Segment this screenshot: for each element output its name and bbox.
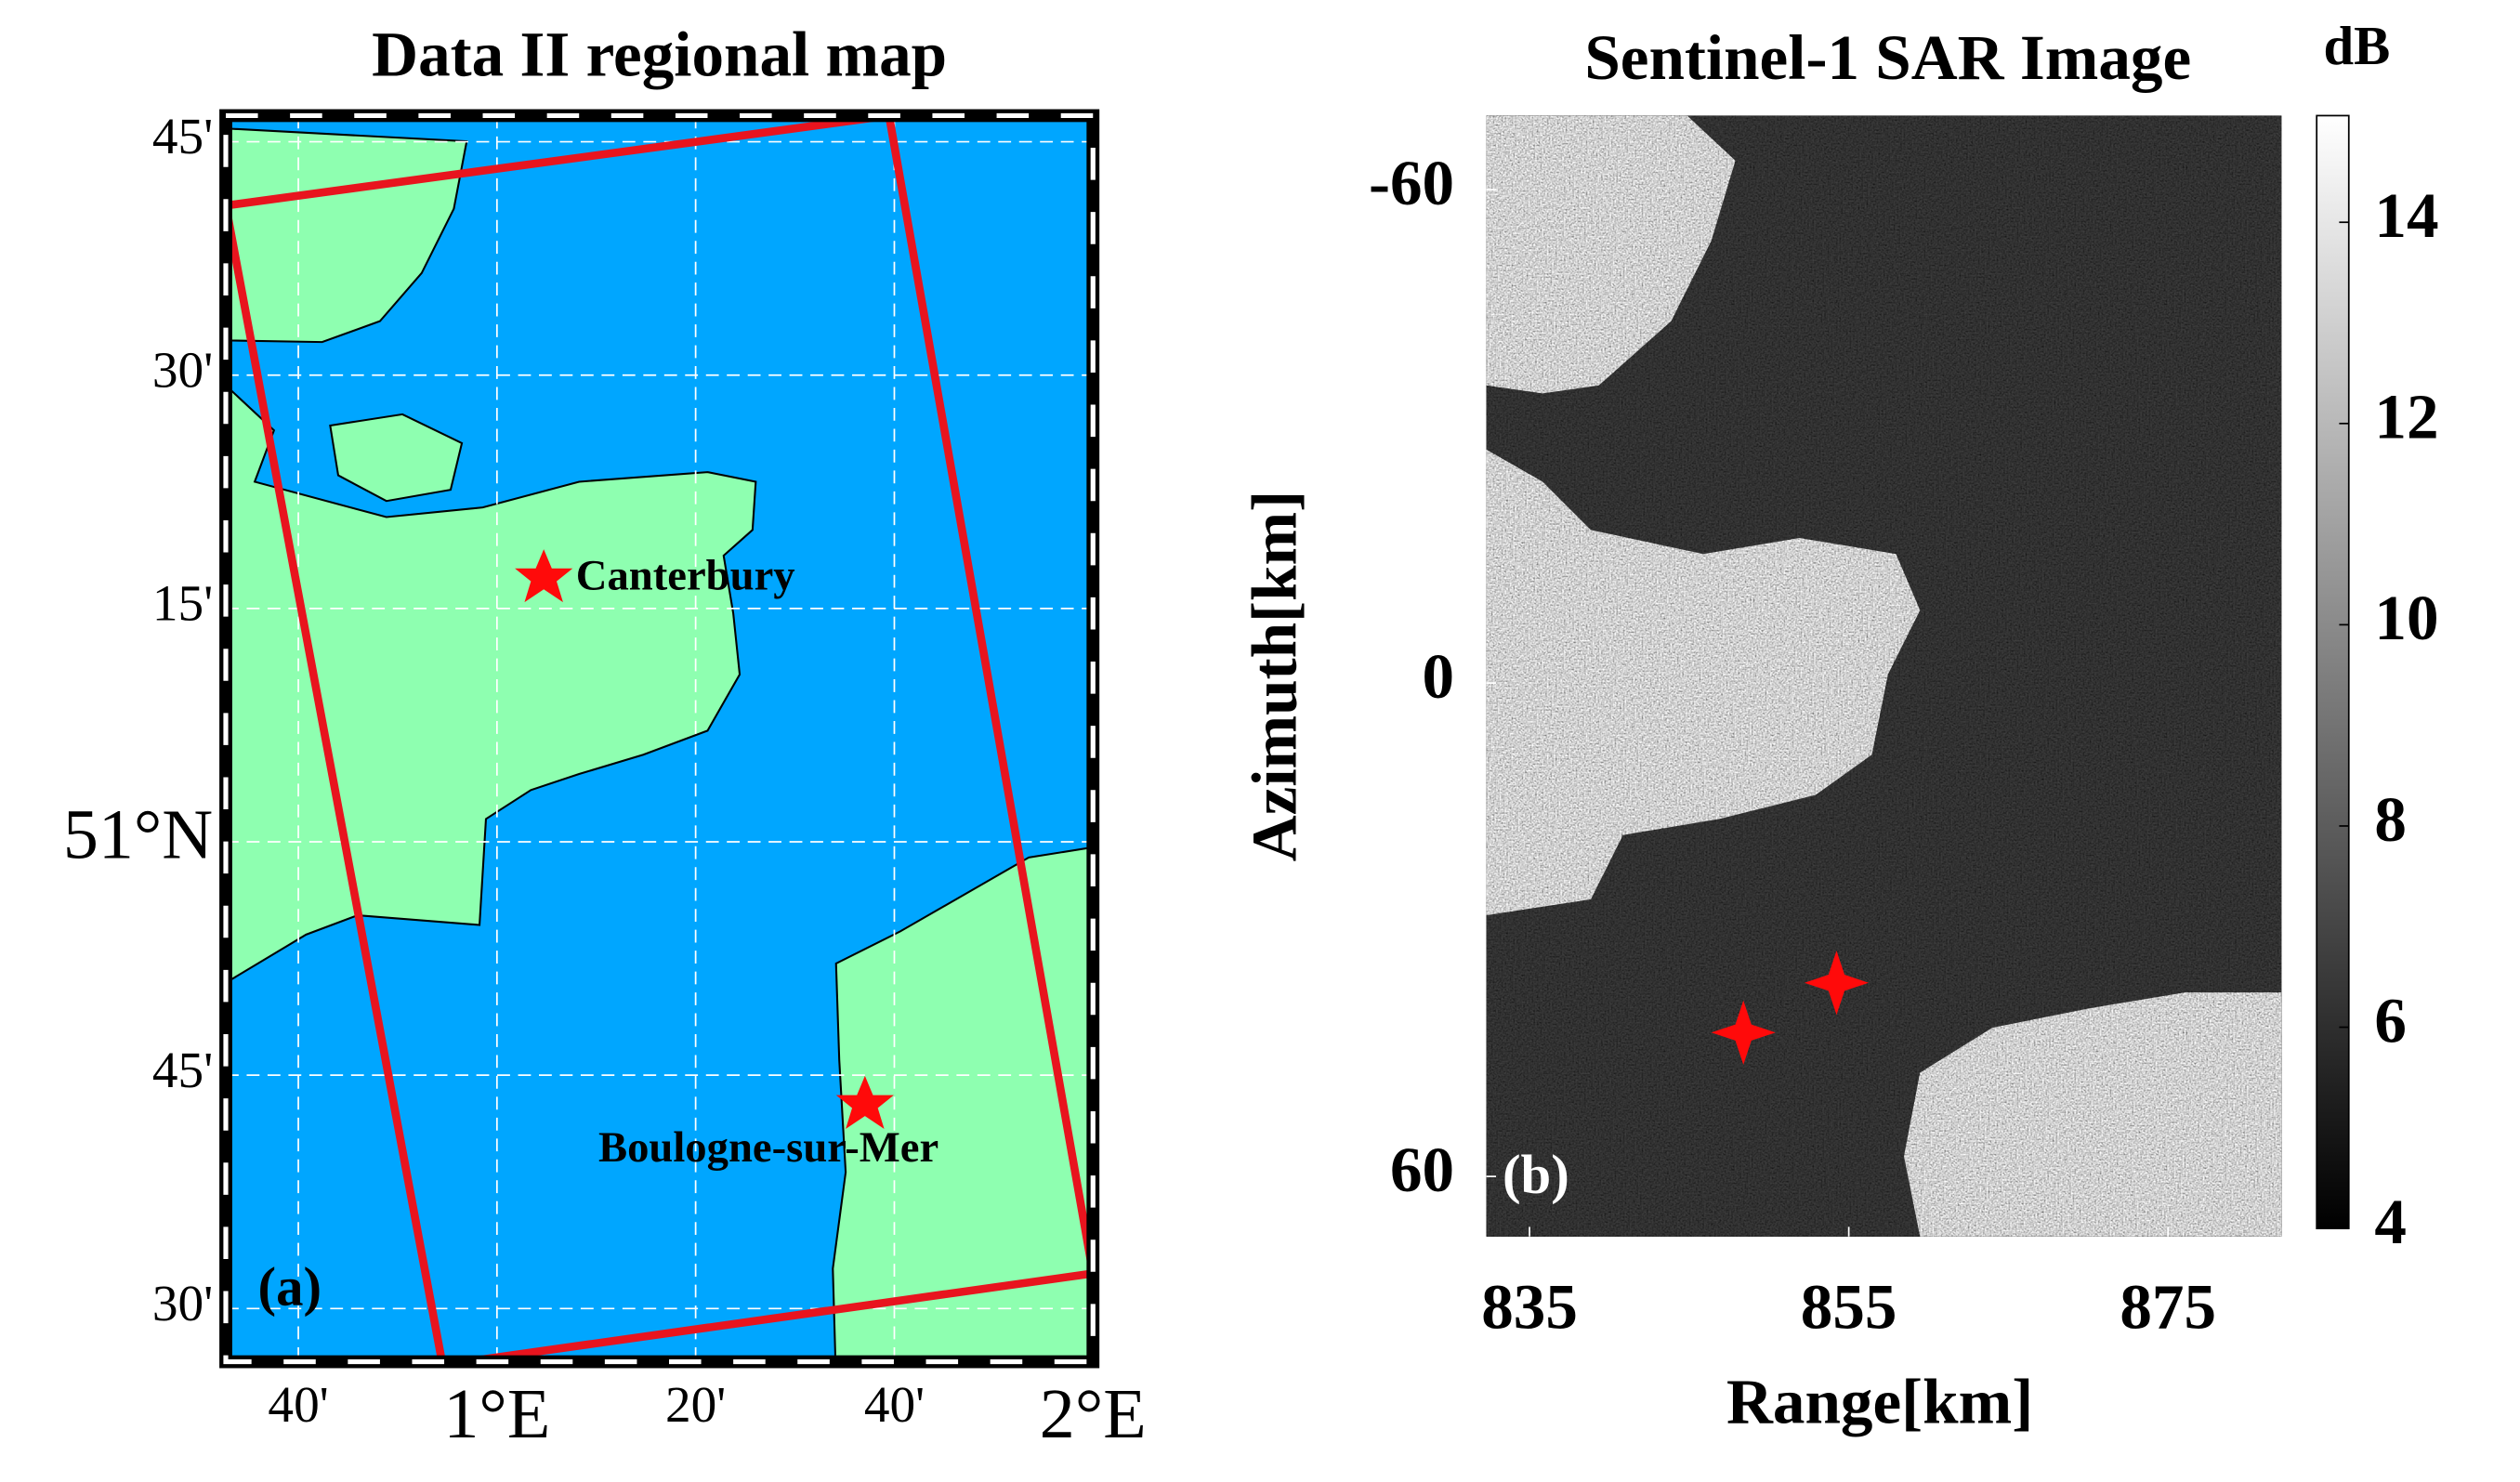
sar-image	[1486, 115, 2282, 1237]
ship-marker	[1711, 1000, 1776, 1065]
y-tick-label: 30'	[152, 341, 213, 398]
colorbar-tick-label: 4	[2374, 1186, 2407, 1257]
map-frame-check	[223, 112, 1096, 1365]
city-label: Boulogne-sur-Mer	[598, 1123, 938, 1172]
panel-label: (a)	[258, 1257, 322, 1318]
city-label: Canterbury	[576, 552, 795, 600]
map-title: Data II regional map	[372, 19, 947, 90]
colorbar-label: dB	[2323, 16, 2390, 76]
x-tick-label: 40'	[268, 1376, 328, 1433]
x-tick-label: 1°E	[443, 1375, 550, 1453]
image-title: Sentinel-1 SAR Image	[1584, 21, 2191, 93]
colorbar-tick-label: 12	[2374, 381, 2438, 452]
y-tick-label: 45'	[152, 1042, 213, 1098]
sar-footprint	[225, 115, 1094, 1362]
y-tick-label: 15'	[152, 575, 213, 632]
colorbar-tick-label: 10	[2374, 582, 2438, 653]
city-star	[835, 1075, 894, 1129]
y-tick-label: 30'	[152, 1275, 213, 1331]
y-tick-label: 0	[1423, 640, 1455, 712]
colorbar-tick-label: 6	[2374, 984, 2407, 1056]
y-tick-label: 51°N	[63, 795, 213, 873]
y-tick-label: 60	[1390, 1134, 1454, 1205]
x-tick-label: 835	[1481, 1271, 1578, 1343]
ship-marker	[1804, 951, 1870, 1016]
x-axis-label: Range[km]	[1726, 1366, 2033, 1437]
x-tick-label: 40'	[864, 1376, 925, 1433]
city-star	[515, 549, 573, 603]
colorbar-tick-label: 14	[2374, 179, 2438, 251]
colorbar	[2316, 114, 2350, 1229]
y-tick-label: 45'	[152, 108, 213, 164]
colorbar-tick-label: 8	[2374, 783, 2407, 855]
x-tick-label: 855	[1801, 1271, 1897, 1343]
x-tick-label: 20'	[665, 1376, 726, 1433]
y-axis-label: Azimuth[km]	[1238, 491, 1309, 861]
land	[225, 127, 1094, 1362]
panel-label: (b)	[1503, 1145, 1569, 1205]
map-area	[225, 115, 1094, 1362]
x-tick-label: 875	[2120, 1271, 2216, 1343]
sar-land	[1486, 115, 2282, 1237]
y-tick-label: -60	[1369, 147, 1454, 218]
x-tick-label: 2°E	[1040, 1375, 1147, 1453]
